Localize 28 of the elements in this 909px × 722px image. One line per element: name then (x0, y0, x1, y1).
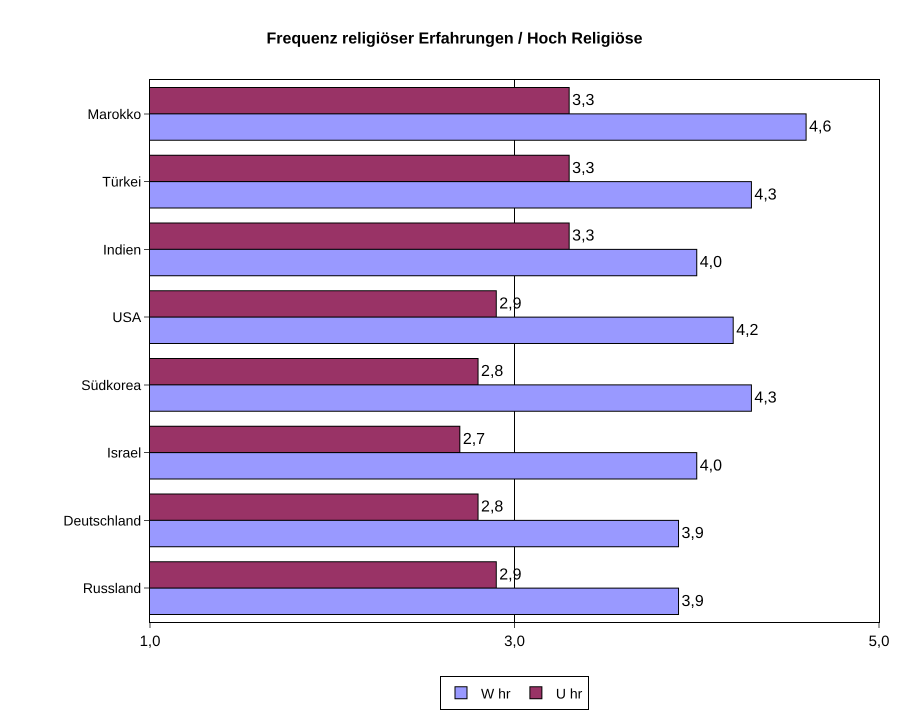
data-label: 3,3 (572, 160, 595, 177)
y-tick-label: Südkorea (81, 376, 142, 393)
x-tick-label: 5,0 (868, 633, 890, 650)
y-tick-label: Deutschland (63, 512, 142, 528)
y-tick-label: Israel (106, 444, 142, 461)
x-tick-label: 1,0 (140, 633, 160, 650)
legend-label: U hr (556, 685, 583, 702)
y-tick-label: Marokko (88, 106, 142, 122)
chart-title: Frequenz religiöser Erfahrungen / Hoch Religiöse (266, 30, 643, 48)
y-tick-label: Russland (82, 580, 142, 596)
y-tick-label: Indien (103, 241, 142, 258)
data-label: 3,9 (682, 525, 704, 542)
data-label: 2,8 (481, 363, 504, 380)
data-label: 2,8 (481, 498, 504, 516)
y-tick-label: Türkei (102, 174, 142, 190)
data-label: 2,7 (462, 430, 486, 448)
data-label: 4,0 (700, 457, 722, 474)
legend-label: W hr (481, 685, 511, 702)
data-label: 3,3 (572, 228, 595, 245)
data-label: 4,6 (809, 118, 832, 136)
data-label: 3,3 (572, 92, 595, 110)
data-label: 3,9 (682, 592, 704, 610)
y-tick-label: USA (112, 309, 142, 326)
data-label: 4,0 (700, 254, 722, 272)
data-label: 4,3 (754, 186, 777, 204)
x-tick-label: 3,0 (504, 633, 525, 650)
data-label: 4,3 (754, 390, 777, 407)
data-label: 4,2 (736, 322, 759, 339)
